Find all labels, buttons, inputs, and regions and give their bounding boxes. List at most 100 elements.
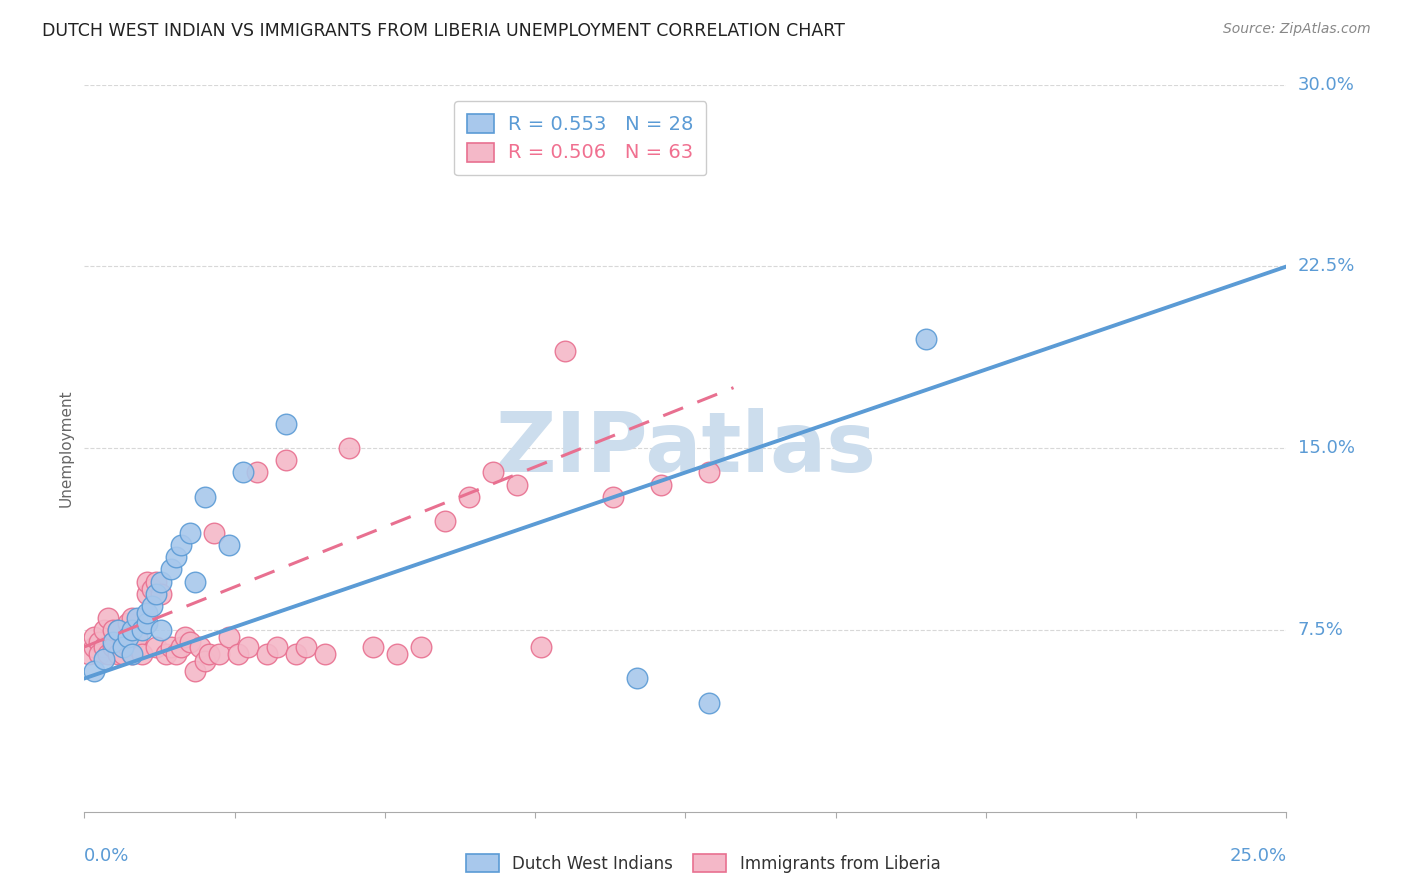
Point bbox=[236, 640, 259, 654]
Text: 0.0%: 0.0% bbox=[84, 847, 129, 865]
Y-axis label: Unemployment: Unemployment bbox=[58, 390, 73, 507]
Point bbox=[294, 640, 316, 654]
Point bbox=[246, 466, 269, 480]
Point bbox=[915, 332, 938, 346]
Point bbox=[184, 574, 207, 589]
Point bbox=[121, 623, 143, 637]
Point bbox=[266, 640, 288, 654]
Point bbox=[169, 640, 191, 654]
Text: ZIPatlas: ZIPatlas bbox=[495, 408, 876, 489]
Point bbox=[188, 640, 211, 654]
Point bbox=[626, 672, 648, 686]
Point bbox=[145, 574, 167, 589]
Point bbox=[77, 647, 100, 661]
Point bbox=[458, 490, 481, 504]
Point bbox=[111, 640, 134, 654]
Point bbox=[93, 652, 115, 666]
Point bbox=[131, 647, 153, 661]
Point bbox=[107, 647, 129, 661]
Point bbox=[150, 574, 173, 589]
Point bbox=[202, 526, 225, 541]
Point bbox=[699, 696, 721, 710]
Point bbox=[111, 635, 134, 649]
Point bbox=[602, 490, 624, 504]
Point bbox=[127, 611, 149, 625]
Point bbox=[506, 477, 529, 491]
Point bbox=[194, 490, 217, 504]
Point bbox=[97, 611, 120, 625]
Point bbox=[145, 587, 167, 601]
Point bbox=[83, 630, 105, 644]
Point bbox=[174, 630, 197, 644]
Point bbox=[150, 623, 173, 637]
Text: 15.0%: 15.0% bbox=[1298, 439, 1355, 458]
Point bbox=[135, 574, 157, 589]
Point bbox=[179, 526, 201, 541]
Point bbox=[165, 647, 187, 661]
Point bbox=[150, 587, 173, 601]
Point bbox=[165, 550, 187, 565]
Point bbox=[361, 640, 384, 654]
Point bbox=[135, 606, 157, 620]
Point bbox=[103, 623, 125, 637]
Point bbox=[127, 640, 149, 654]
Text: 7.5%: 7.5% bbox=[1298, 621, 1344, 639]
Point bbox=[121, 647, 143, 661]
Point bbox=[276, 417, 298, 431]
Point bbox=[83, 640, 105, 654]
Point bbox=[131, 623, 153, 637]
Point bbox=[218, 538, 240, 552]
Point bbox=[93, 623, 115, 637]
Point bbox=[135, 615, 157, 630]
Point bbox=[179, 635, 201, 649]
Point bbox=[141, 582, 163, 596]
Point bbox=[141, 599, 163, 613]
Point bbox=[117, 630, 139, 644]
Point bbox=[409, 640, 432, 654]
Point bbox=[155, 647, 177, 661]
Point bbox=[482, 466, 505, 480]
Point bbox=[107, 623, 129, 637]
Point bbox=[103, 635, 125, 649]
Point bbox=[83, 664, 105, 678]
Text: 25.0%: 25.0% bbox=[1229, 847, 1286, 865]
Text: DUTCH WEST INDIAN VS IMMIGRANTS FROM LIBERIA UNEMPLOYMENT CORRELATION CHART: DUTCH WEST INDIAN VS IMMIGRANTS FROM LIB… bbox=[42, 22, 845, 40]
Point bbox=[276, 453, 298, 467]
Text: 30.0%: 30.0% bbox=[1298, 76, 1354, 94]
Point bbox=[135, 587, 157, 601]
Point bbox=[145, 640, 167, 654]
Point bbox=[97, 647, 120, 661]
Point bbox=[337, 442, 360, 455]
Point bbox=[121, 611, 143, 625]
Point bbox=[160, 562, 183, 576]
Point bbox=[117, 615, 139, 630]
Point bbox=[314, 647, 336, 661]
Point bbox=[160, 640, 183, 654]
Point bbox=[127, 630, 149, 644]
Point bbox=[198, 647, 221, 661]
Point bbox=[284, 647, 307, 661]
Text: Source: ZipAtlas.com: Source: ZipAtlas.com bbox=[1223, 22, 1371, 37]
Point bbox=[385, 647, 408, 661]
Point bbox=[530, 640, 553, 654]
Point bbox=[650, 477, 672, 491]
Point bbox=[208, 647, 231, 661]
Point bbox=[554, 344, 576, 359]
Point bbox=[434, 514, 457, 528]
Point bbox=[169, 538, 191, 552]
Text: 22.5%: 22.5% bbox=[1298, 258, 1355, 276]
Point bbox=[699, 466, 721, 480]
Point bbox=[103, 640, 125, 654]
Point bbox=[107, 623, 129, 637]
Point bbox=[111, 647, 134, 661]
Point bbox=[194, 655, 217, 669]
Point bbox=[232, 466, 254, 480]
Point bbox=[87, 647, 110, 661]
Point bbox=[218, 630, 240, 644]
Point bbox=[121, 647, 143, 661]
Point bbox=[93, 640, 115, 654]
Legend: R = 0.553   N = 28, R = 0.506   N = 63: R = 0.553 N = 28, R = 0.506 N = 63 bbox=[454, 101, 706, 175]
Legend: Dutch West Indians, Immigrants from Liberia: Dutch West Indians, Immigrants from Libe… bbox=[458, 847, 948, 880]
Point bbox=[256, 647, 278, 661]
Point bbox=[226, 647, 249, 661]
